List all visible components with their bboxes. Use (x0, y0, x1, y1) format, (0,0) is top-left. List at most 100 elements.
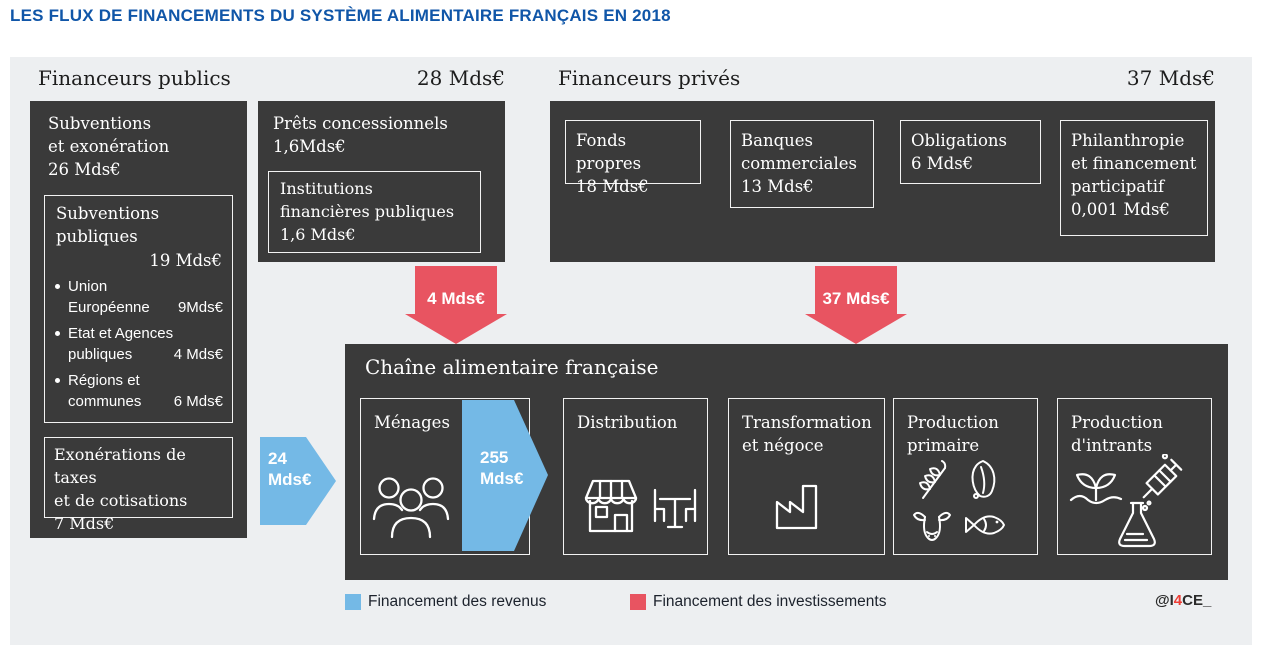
text-line: commerciales (741, 154, 857, 173)
text-line: Mds€ (480, 469, 524, 488)
private-financers-total: 37 Mds€ (1126, 66, 1215, 90)
page-title: LES FLUX DE FINANCEMENTS DU SYSTÈME ALIM… (10, 6, 671, 25)
sprout-icon (1068, 458, 1124, 506)
text-line: Fonds propres (576, 131, 642, 173)
fish-icon (963, 510, 1007, 540)
text-line: Production (907, 413, 999, 432)
subventions-publiques-box: Subventions publiques 19 Mds€ Union Euro… (44, 195, 233, 423)
subventions-publiques-bullets: Union Européenne 9Mds€ Etat et Agences p… (55, 276, 223, 417)
text-line: 0,001 Mds€ (1071, 200, 1170, 219)
institutions-financieres-box: Institutions financières publiques 1,6 M… (268, 171, 481, 253)
wheat-icon (915, 460, 953, 502)
text-line: Mds€ (268, 470, 312, 489)
table-chairs-icon (649, 483, 701, 534)
credit-part: CE_ (1182, 592, 1212, 609)
text-line: Union (68, 278, 108, 295)
cow-icon (912, 508, 952, 544)
bullet-icon (55, 284, 60, 289)
text-line: 26 Mds€ (48, 160, 121, 179)
bullet-icon (55, 378, 60, 383)
bullet-item-etat-agences: Etat et Agences publiques 4 Mds€ (55, 323, 223, 365)
credit-handle: @I4CE_ (1155, 592, 1211, 609)
text-line: communes (68, 393, 142, 410)
text-line: 7 Mds€ (54, 514, 115, 533)
text-line: Régions et (68, 372, 140, 389)
syringe-icon (1136, 454, 1184, 508)
text-line: publiques (68, 346, 133, 363)
text-line: Production (1071, 413, 1163, 432)
text-line: et négoce (742, 436, 824, 455)
left-flow-arrowhead-icon (306, 437, 336, 525)
food-chain-header: Chaîne alimentaire française (365, 355, 659, 379)
private-financers-panel: Fonds propres 18 Mds€ Banques commercial… (550, 101, 1215, 262)
bullet-value: 9Mds€ (177, 299, 223, 316)
text-line: participatif (1071, 177, 1165, 196)
credit-part-accent: 4 (1173, 592, 1183, 609)
distribution-label: Distribution (577, 413, 678, 432)
text-line: et de cotisations (54, 491, 188, 510)
flask-icon (1114, 500, 1160, 548)
private-flow-arrowhead-icon (805, 314, 907, 344)
text-line: 24 (268, 449, 287, 468)
private-flow-amount: 37 Mds€ (822, 289, 890, 308)
public-flow-arrow-icon (415, 266, 497, 314)
exonerations-box: Exonérations de taxes et de cotisations … (44, 437, 233, 533)
text-line: Banques (741, 131, 814, 150)
text-line: 6 Mds€ (911, 154, 974, 173)
text-line: publiques (56, 227, 138, 246)
transformation-label: Transformation et négoce (742, 411, 872, 457)
text-line: Européenne (68, 299, 150, 316)
bullet-item-regions-communes: Régions et communes 6 Mds€ (55, 370, 223, 412)
menages-flow-amount: 255 Mds€ (480, 447, 523, 489)
text-line: Exonérations de taxes (54, 445, 186, 487)
public-financers-panel: Subventions et exonération 26 Mds€ Subve… (30, 101, 247, 538)
production-intrants-label: Production d'intrants (1071, 411, 1163, 457)
legend-investissements-swatch-icon (630, 594, 646, 610)
text-line: primaire (907, 436, 980, 455)
text-line: 1,6Mds€ (273, 137, 346, 156)
left-flow-arrow-icon (260, 437, 306, 525)
distribution-box: Distribution (563, 398, 708, 555)
private-financers-header: Financeurs privés (558, 66, 741, 90)
fonds-propres-box: Fonds propres 18 Mds€ (565, 120, 701, 196)
menages-label: Ménages (374, 413, 450, 432)
concessional-loans-panel: Prêts concessionnels 1,6Mds€ Institution… (258, 101, 505, 262)
text-line: financières publiques (280, 202, 455, 221)
text-line: 255 (480, 448, 509, 467)
production-primaire-label: Production primaire (907, 411, 999, 457)
credit-part: @I (1155, 592, 1174, 609)
text-line: d'intrants (1071, 436, 1153, 455)
subventions-publiques-amount: 19 Mds€ (149, 251, 222, 270)
legend-investissements-label: Financement des investissements (653, 593, 887, 610)
bullet-item-union-europeenne: Union Européenne 9Mds€ (55, 276, 223, 318)
bullet-value: 6 Mds€ (173, 393, 223, 410)
transformation-box: Transformation et négoce (728, 398, 885, 555)
text-line: 1,6 Mds€ (280, 225, 356, 244)
left-flow-amount: 24 Mds€ (268, 448, 311, 490)
menages-flow-arrow-icon (462, 400, 548, 551)
subventions-publiques-title: Subventions publiques (56, 202, 159, 248)
text-line: et exonération (48, 137, 170, 156)
banques-commerciales-box: Banques commerciales 13 Mds€ (730, 120, 874, 208)
people-icon (372, 473, 450, 543)
text-line: Institutions (280, 179, 373, 198)
factory-icon (772, 474, 826, 532)
bullet-icon (55, 331, 60, 336)
legend-revenus-label: Financement des revenus (368, 593, 547, 610)
text-line: 18 Mds€ (576, 177, 649, 196)
public-financers-total: 28 Mds€ (416, 66, 505, 90)
text-line: Philanthropie (1071, 131, 1185, 150)
public-flow-amount: 4 Mds€ (427, 289, 485, 308)
text-line: et financement (1071, 154, 1197, 173)
text-line: Etat et Agences (68, 325, 174, 342)
production-primaire-box: Production primaire (893, 398, 1038, 555)
text-line: Subventions (48, 114, 152, 133)
production-intrants-box: Production d'intrants (1057, 398, 1212, 555)
subventions-exoneration-text: Subventions et exonération 26 Mds€ (48, 112, 169, 181)
text-line: Prêts concessionnels (273, 114, 448, 133)
legend-revenus-swatch-icon (345, 594, 361, 610)
philanthropie-box: Philanthropie et financement participati… (1060, 120, 1208, 236)
text-line: Transformation (742, 413, 872, 432)
leaf-icon (965, 458, 1001, 500)
